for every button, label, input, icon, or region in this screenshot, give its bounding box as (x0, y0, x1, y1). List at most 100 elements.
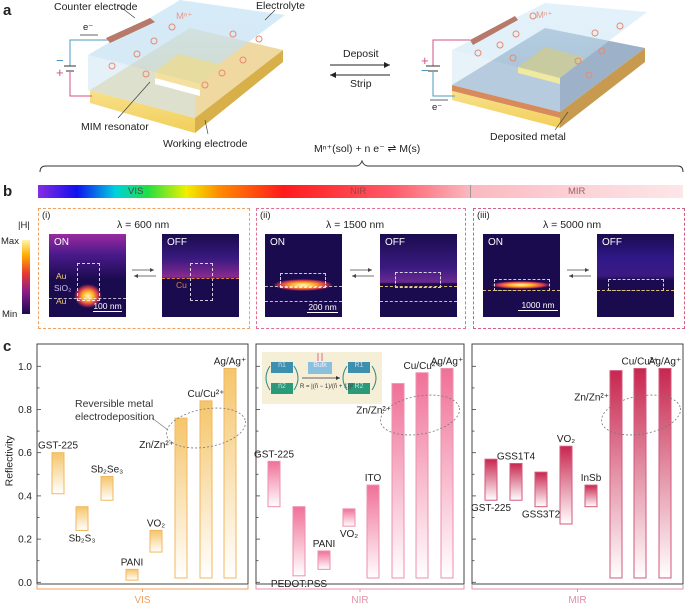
bar-label: GSS3T2 (522, 510, 561, 521)
interface-line (597, 290, 674, 291)
interface-line (49, 298, 126, 299)
bar-mir-4 (584, 484, 598, 508)
bar-label: Cu/Cu²⁺ (404, 361, 441, 372)
plot-frame-mir (471, 343, 684, 585)
bar-label: VO₂ (147, 518, 165, 529)
field-map-on-label: ON (270, 237, 285, 248)
counter-electrode (106, 18, 155, 43)
bar-vis-1 (75, 506, 89, 531)
subpanel-iii-wavelength: λ = 5000 nm (543, 219, 602, 231)
plot-frame-nir (255, 343, 465, 585)
layer-label-au-bottom: Au (56, 296, 67, 306)
inset-n1-box: ñ1 (271, 362, 293, 373)
bar-vis-6 (199, 400, 213, 579)
interface-line (265, 301, 342, 302)
bar-nir-2 (317, 550, 331, 570)
bar-label: PANI (121, 557, 144, 568)
spectrum-mir-label: MIR (568, 186, 586, 197)
field-map-off-label: OFF (602, 237, 622, 248)
resonator-outline (395, 272, 441, 288)
group-label-vis: VIS (134, 595, 150, 606)
bar-label: Sb₂S₃ (69, 533, 96, 544)
bar-label: Ag/Ag⁺ (214, 356, 247, 367)
right-device (426, 3, 647, 131)
bar-vis-7 (223, 367, 237, 579)
scale-bar: 200 nm (307, 302, 338, 313)
counter-electrode-label: Counter electrode (54, 1, 138, 13)
spectrum-nir-label: NIR (350, 186, 367, 197)
subpanel-ii-id: (ii) (260, 210, 271, 221)
group-label-mir: MIR (568, 595, 586, 606)
annotation-line-2: electrodeposition (75, 411, 155, 423)
interface-line (265, 286, 342, 287)
bar-label: PANI (313, 539, 336, 550)
field-map-i-off: OFF Cu (162, 234, 239, 317)
interface-line (483, 290, 560, 291)
subpanel-ii-wavelength: λ = 1500 nm (326, 219, 385, 231)
inset-r1-box: R1 (348, 362, 370, 373)
bar-label: Sb₂Se₃ (91, 464, 123, 475)
annotation-line-1: Reversible metal (75, 398, 154, 410)
bar-label: GSS1T4 (497, 452, 536, 463)
switch-arrows-ii (350, 268, 374, 278)
left-device (64, 0, 285, 135)
y-tick-label: 0.2 (18, 535, 32, 546)
ion-label-right: Mⁿ⁺ (536, 10, 553, 21)
field-map-ii-off: OFF (380, 234, 457, 317)
bar-label: GST-225 (38, 441, 78, 452)
y-tick-label: 0.0 (18, 578, 32, 589)
highlight-ellipse (380, 394, 460, 436)
scale-bar: 100 nm (93, 301, 122, 312)
electrolyte-label: Electrolyte (256, 0, 306, 12)
y-tick-label: 0.6 (18, 448, 32, 459)
electron-label-left: e⁻ (83, 22, 94, 33)
bar-nir-1 (292, 506, 306, 577)
panel-b-label: b (3, 183, 13, 200)
interface-line (380, 286, 457, 287)
mim-resonator-label: MIM resonator (81, 121, 149, 133)
group-bracket (471, 585, 684, 592)
bar-label: GST-225 (254, 449, 294, 460)
bar-vis-0 (51, 452, 65, 495)
colorbar-max: Max (1, 236, 19, 247)
bar-vis-5 (174, 417, 188, 579)
deposited-metal-layer (452, 85, 560, 118)
group-label-nir: NIR (351, 595, 368, 606)
inset-r2-box: R2 (348, 383, 370, 394)
interface-line (380, 301, 457, 302)
mim-resonator (155, 72, 200, 90)
subpanel-i-wavelength: λ = 600 nm (117, 219, 170, 231)
ion-label-left: Mⁿ⁺ (176, 11, 193, 22)
bar-label: Cu/Cu²⁺ (188, 389, 225, 400)
field-map-ii-on: ON 200 nm (265, 234, 342, 317)
layer-label-au-top: Au (56, 271, 67, 281)
group-bracket (255, 585, 465, 592)
bar-mir-1 (509, 463, 523, 501)
field-map-iii-off: OFF (597, 234, 674, 317)
highlight-ellipse (601, 394, 681, 436)
brace (39, 159, 684, 173)
y-tick-label: 0.8 (18, 405, 32, 416)
bar-label: Ag/Ag⁺ (649, 356, 682, 367)
layer-label-cu: Cu (176, 280, 187, 290)
spectrum-bar: VIS NIR MIR (38, 185, 683, 198)
resonator-outline (190, 263, 213, 301)
electrolyte-volume (88, 0, 285, 82)
deposited-metal-label: Deposited metal (490, 131, 566, 143)
bar-nir-7 (440, 367, 454, 579)
bar-label: InSb (581, 473, 602, 484)
working-electrode-front (90, 90, 195, 133)
subpanel-i-id: (i) (42, 210, 51, 221)
bar-mir-6 (633, 367, 647, 579)
y-axis-label: Reflectivity (3, 435, 16, 487)
bar-label: VO₂ (340, 529, 358, 540)
subpanel-ii-box (256, 208, 466, 329)
strip-label: Strip (350, 78, 372, 90)
field-map-off-label: OFF (385, 237, 405, 248)
y-tick-label: 0.4 (18, 491, 32, 502)
highlight-ellipse (166, 407, 246, 449)
bar-label: ITO (365, 473, 382, 484)
scale-bar: 1000 nm (518, 300, 558, 311)
field-map-on-label: ON (54, 237, 69, 248)
